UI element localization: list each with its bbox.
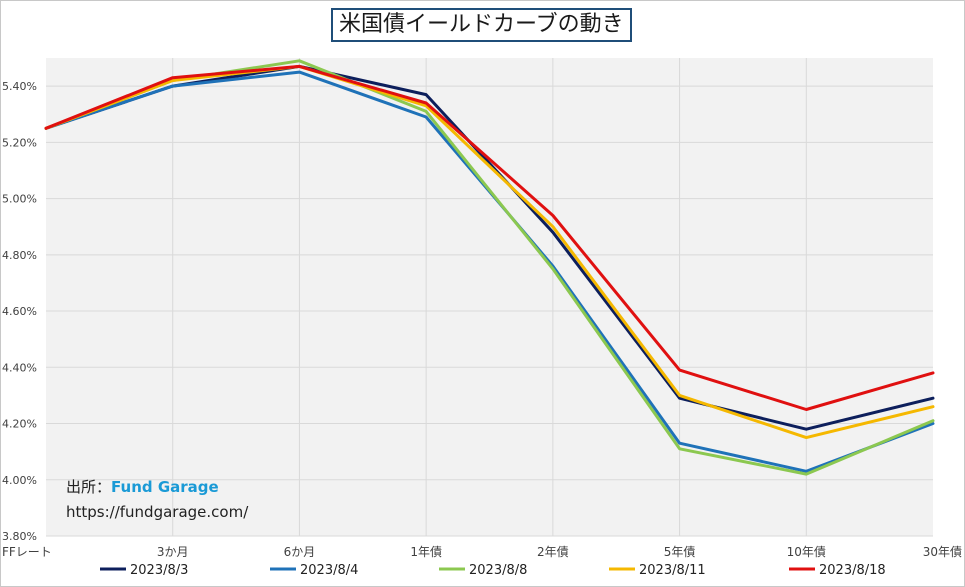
legend-label: 2023/8/3 (130, 563, 188, 578)
x-tick-label: 2年債 (537, 544, 569, 559)
series-line (44, 64, 935, 411)
y-tick-label: 4.80% (2, 249, 37, 262)
source-label: 出所： (66, 478, 112, 496)
y-tick-label: 5.40% (2, 80, 37, 93)
x-tick-label: 30年債 (923, 544, 962, 559)
y-tick-label: 4.60% (2, 305, 37, 318)
legend-label: 2023/8/8 (469, 563, 527, 578)
series-line (44, 64, 935, 440)
series-lines (44, 59, 935, 476)
legend-label: 2023/8/11 (639, 563, 706, 578)
x-tick-label: 5年債 (664, 544, 696, 559)
x-tick-label: 6か月 (284, 545, 316, 559)
y-tick-label: 4.40% (2, 361, 37, 374)
x-tick-label: FFレート (2, 545, 52, 559)
x-axis-ticks: FFレート 3か月 6か月 1年債 2年債 5年債 10年債 30年債 (2, 544, 962, 559)
x-tick-label: 3か月 (157, 545, 189, 559)
chart-title: 米国債イールドカーブの動き (331, 8, 632, 42)
legend-label: 2023/8/4 (300, 563, 358, 578)
y-tick-label: 3.80% (2, 530, 37, 543)
legend: 2023/8/3 2023/8/4 2023/8/8 2023/8/11 2023/8/… (100, 563, 886, 578)
y-tick-label: 5.20% (2, 136, 37, 149)
x-tick-label: 10年債 (787, 544, 826, 559)
y-tick-label: 4.20% (2, 418, 37, 431)
y-tick-label: 5.00% (2, 193, 37, 206)
y-tick-label: 4.00% (2, 474, 37, 487)
legend-label: 2023/8/18 (819, 563, 886, 578)
x-tick-label: 1年債 (410, 544, 442, 559)
grid-lines (46, 58, 933, 537)
source-url: https://fundgarage.com/ (66, 503, 249, 521)
y-axis-ticks: 3.80% 4.00% 4.20% 4.40% 4.60% 4.80% 5.00% 5.20%… (2, 80, 37, 543)
source-line: 出所：Fund Garage (66, 476, 219, 497)
source-name: Fund Garage (111, 478, 219, 496)
plot-area (46, 58, 933, 536)
